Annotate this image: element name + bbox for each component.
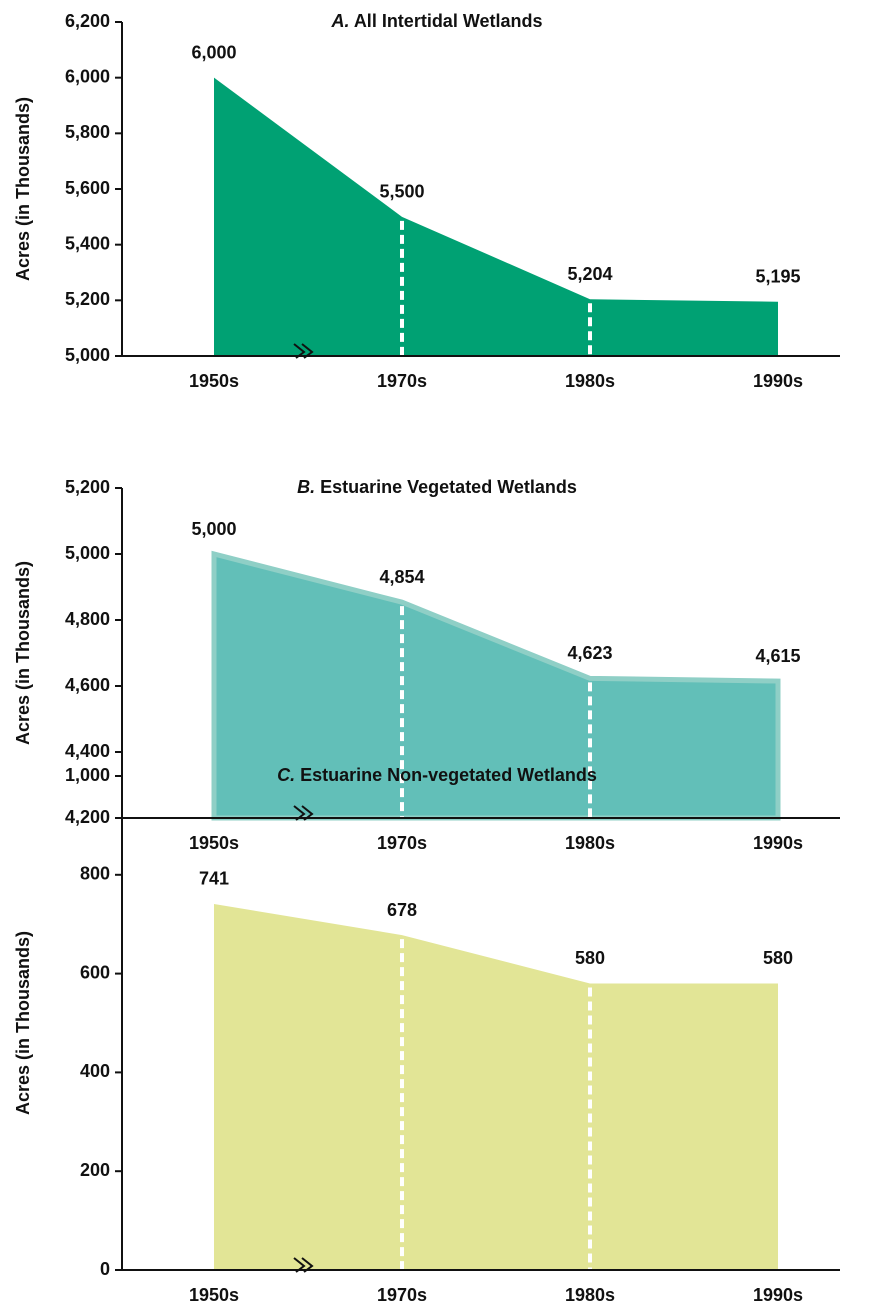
y-tick-label: 600: [80, 962, 110, 982]
x-tick-label: 1980s: [565, 1285, 615, 1305]
y-tick-label: 5,000: [65, 543, 110, 563]
y-tick-label: 0: [100, 1259, 110, 1279]
y-tick-label: 4,800: [65, 609, 110, 629]
y-tick-label: 4,200: [65, 807, 110, 827]
y-tick-label: 5,400: [65, 233, 110, 253]
y-axis-label: Acres (in Thousands): [13, 561, 33, 745]
y-axis-label: Acres (in Thousands): [13, 97, 33, 281]
axis-break: [293, 805, 314, 821]
y-tick-label: 5,800: [65, 122, 110, 142]
y-tick-label: 6,200: [65, 11, 110, 31]
panel-label: A.: [330, 11, 349, 31]
panel-label: B.: [297, 477, 315, 497]
value-label: 741: [199, 869, 229, 889]
area: [214, 77, 778, 357]
value-label: 6,000: [191, 42, 236, 62]
y-tick-label: 5,200: [65, 289, 110, 309]
chart-title: A. All Intertidal Wetlands: [330, 11, 542, 31]
axis-break: [293, 1257, 314, 1273]
value-label: 678: [387, 900, 417, 920]
axis-break: [293, 343, 314, 359]
value-label: 4,623: [567, 643, 612, 663]
title-text: All Intertidal Wetlands: [354, 11, 543, 31]
y-tick-label: 4,400: [65, 741, 110, 761]
value-label: 5,204: [567, 264, 612, 284]
x-tick-label: 1970s: [377, 833, 427, 853]
y-tick-label: 800: [80, 864, 110, 884]
value-label: 580: [575, 948, 605, 968]
value-label: 5,000: [191, 519, 236, 539]
value-label: 4,615: [755, 646, 800, 666]
x-tick-label: 1980s: [565, 833, 615, 853]
y-tick-label: 200: [80, 1160, 110, 1180]
value-label: 580: [763, 948, 793, 968]
y-axis-label: Acres (in Thousands): [13, 931, 33, 1115]
x-tick-label: 1990s: [753, 371, 803, 391]
x-tick-label: 1990s: [753, 833, 803, 853]
x-tick-label: 1990s: [753, 1285, 803, 1305]
title-text: Estuarine Vegetated Wetlands: [320, 477, 577, 497]
panel-label: C.: [277, 765, 295, 785]
x-tick-label: 1950s: [189, 1285, 239, 1305]
value-label: 5,195: [755, 266, 800, 286]
y-tick-label: 5,000: [65, 345, 110, 365]
y-tick-label: 1,000: [65, 765, 110, 785]
x-tick-label: 1950s: [189, 371, 239, 391]
chart-title: C. Estuarine Non-vegetated Wetlands: [277, 765, 597, 785]
y-tick-label: 5,600: [65, 178, 110, 198]
title-text: Estuarine Non-vegetated Wetlands: [300, 765, 597, 785]
area: [214, 903, 778, 1270]
x-tick-label: 1980s: [565, 371, 615, 391]
value-label: 4,854: [379, 567, 424, 587]
y-tick-label: 6,000: [65, 66, 110, 86]
x-tick-label: 1970s: [377, 371, 427, 391]
y-tick-label: 5,200: [65, 477, 110, 497]
chart-title: B. Estuarine Vegetated Wetlands: [297, 477, 577, 497]
y-tick-label: 400: [80, 1061, 110, 1081]
y-tick-label: 4,600: [65, 675, 110, 695]
value-label: 5,500: [379, 182, 424, 202]
x-tick-label: 1970s: [377, 1285, 427, 1305]
x-tick-label: 1950s: [189, 833, 239, 853]
